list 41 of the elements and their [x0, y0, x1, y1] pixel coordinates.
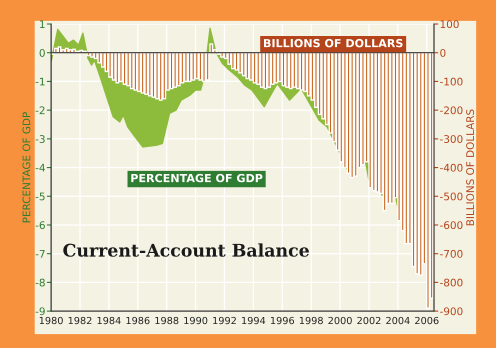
y2-tick-label: -600	[440, 221, 463, 230]
y-tick-label: -9	[36, 307, 45, 316]
y-tick-label: 1	[40, 20, 45, 28]
series-label: BILLIONS OF DOLLARS	[264, 38, 403, 48]
x-tick-label: 2004	[386, 316, 410, 324]
y-tick-label: -3	[36, 135, 45, 143]
y-tick-label: -4	[36, 164, 45, 172]
text: Current-Account Balance	[63, 243, 309, 257]
y-axis-title: PERCENTAGE OF GDP	[22, 112, 30, 222]
y2-tick-label: -700	[440, 250, 463, 258]
y-tick-label: -7	[36, 250, 45, 258]
x-tick-label: 1996	[270, 316, 294, 324]
y2-tick-label: -100	[440, 78, 463, 86]
x-tick-label: 1982	[68, 316, 92, 324]
x-tick-label: 1986	[126, 316, 150, 324]
x-tick-label: 1994	[242, 316, 266, 324]
y-tick-label: -2	[36, 106, 44, 114]
y-tick-label: -5	[36, 192, 45, 200]
x-tick-label: 1988	[155, 316, 178, 324]
y2-tick-label: 0	[440, 48, 446, 57]
y-tick-label: 0	[40, 48, 45, 57]
x-tick-label: 1990	[184, 316, 208, 324]
y-tick-label: -6	[36, 221, 45, 230]
x-tick-label: 1980	[40, 316, 63, 324]
x-tick-label: 1992	[213, 316, 236, 324]
y2-tick-label: -400	[440, 164, 463, 172]
y2-tick-label: -800	[440, 278, 463, 287]
y2-tick-label: -900	[440, 307, 463, 316]
y2-tick-label: -300	[440, 135, 463, 143]
x-tick-label: 2000	[328, 316, 352, 324]
y2-tick-label: -500	[440, 192, 463, 200]
y2-axis-title: BILLIONS OF DOLLARS	[466, 109, 474, 226]
x-tick-label: 2002	[357, 316, 380, 324]
y2-tick-label: -200	[440, 106, 463, 114]
x-tick-label: 1998	[300, 316, 323, 324]
y-tick-label: -8	[36, 278, 45, 287]
text: PERCENTAGE OF GDP	[131, 174, 262, 182]
y2-tick-label: 100	[440, 20, 459, 28]
x-tick-label: 1984	[98, 316, 121, 324]
y-tick-label: -1	[36, 78, 45, 86]
x-tick-label: 2006	[415, 316, 439, 324]
